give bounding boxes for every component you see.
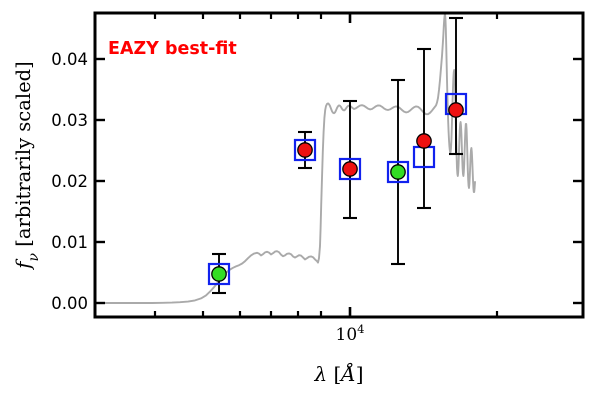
- template-spectrum: [95, 13, 476, 304]
- data-point: [211, 266, 227, 282]
- data-point: [342, 161, 358, 177]
- model-square: [338, 157, 362, 181]
- y-tick-label: 0.01: [51, 233, 88, 252]
- y-tick-label: 0.03: [51, 111, 88, 130]
- data-point: [390, 164, 406, 180]
- errorbar: [417, 47, 431, 210]
- data-point: [297, 142, 313, 158]
- model-square: [386, 160, 410, 184]
- y-tick-label: 0.00: [51, 294, 88, 313]
- y-tick-label: 0.02: [51, 172, 88, 191]
- x-axis-minor-ticks: [153, 13, 499, 317]
- observed-photometry-markers: [211, 102, 464, 282]
- eazy-best-fit-annotation: EAZY best-fit: [108, 39, 237, 59]
- axes-frame: [93, 11, 585, 319]
- svg-text:fν [arbitrarily scaled]: fν [arbitrarily scaled]: [12, 61, 42, 270]
- data-point: [448, 102, 464, 118]
- model-photometry-markers: [207, 92, 468, 286]
- model-square: [293, 138, 317, 162]
- y-tick-label: 0.04: [51, 50, 88, 69]
- errorbar: [449, 16, 463, 156]
- y-axis-ticks: [95, 57, 583, 305]
- x-axis-label: λ [Å]: [313, 361, 363, 386]
- x-tick-label: 104: [336, 322, 365, 345]
- data-point: [416, 133, 432, 149]
- x-axis-tick-labels: 104: [336, 322, 365, 345]
- y-axis-tick-labels: 0.00 0.01 0.02 0.03 0.04: [51, 50, 88, 313]
- svg-text:λ [Å]: λ [Å]: [313, 361, 363, 386]
- y-axis-label: fν [arbitrarily scaled]: [12, 61, 42, 270]
- model-square: [207, 262, 231, 286]
